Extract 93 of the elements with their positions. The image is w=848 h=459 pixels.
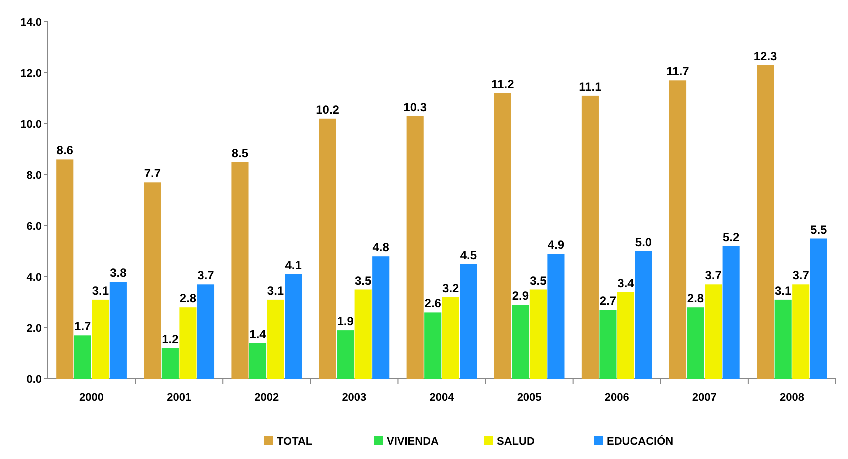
x-tick-label: 2005 — [517, 392, 542, 404]
x-tick-label: 2006 — [604, 392, 630, 404]
bar — [162, 348, 179, 379]
data-label: 2.8 — [687, 292, 704, 306]
bar — [548, 254, 565, 379]
data-label: 10.2 — [316, 102, 340, 117]
data-label: 3.5 — [530, 274, 548, 288]
bar — [319, 118, 336, 379]
x-tick-label: 2008 — [780, 392, 804, 404]
data-label: 3.5 — [354, 274, 372, 288]
x-tick-label: 2001 — [167, 392, 192, 404]
data-label: 2.7 — [600, 294, 617, 308]
legend-label: SALUD — [497, 436, 535, 448]
x-tick-label: 2007 — [692, 392, 717, 404]
bar — [337, 330, 354, 379]
data-label: 10.3 — [404, 100, 428, 114]
data-label: 1.7 — [74, 320, 92, 334]
bar — [669, 80, 687, 379]
data-label: 1.2 — [162, 332, 180, 346]
data-label: 3.7 — [792, 268, 810, 283]
data-label: 5.5 — [810, 222, 828, 237]
y-tick-label: 4.0 — [26, 272, 42, 284]
data-label: 8.6 — [56, 144, 74, 158]
data-label: 3.7 — [705, 268, 722, 283]
data-label: 4.9 — [548, 238, 565, 252]
x-tick-label: 2003 — [342, 392, 367, 404]
bar — [722, 246, 740, 379]
legend-label: VIVIENDA — [387, 436, 440, 448]
bar — [267, 300, 284, 379]
bar — [617, 292, 635, 379]
y-tick-label: 8.0 — [26, 170, 42, 182]
bar — [74, 336, 92, 379]
bar — [512, 305, 530, 379]
bar — [110, 282, 127, 379]
bar — [144, 182, 162, 379]
bar — [442, 297, 460, 379]
data-label: 4.1 — [285, 258, 302, 272]
data-label: 3.1 — [267, 284, 284, 298]
bar — [56, 160, 74, 379]
x-tick-label: 2004 — [430, 392, 456, 404]
x-tick-label: 2002 — [254, 392, 280, 404]
bar — [757, 65, 774, 379]
data-label: 11.7 — [666, 64, 690, 79]
data-label: 4.8 — [372, 240, 390, 255]
bar — [197, 284, 215, 379]
data-label: 3.1 — [92, 284, 110, 298]
data-label: 11.1 — [579, 80, 602, 94]
data-label: 2.6 — [424, 296, 442, 311]
bar — [372, 256, 390, 379]
bar — [792, 284, 810, 379]
bar — [687, 308, 704, 379]
y-tick-label: 2.0 — [26, 322, 42, 335]
bar — [460, 264, 478, 379]
bar — [635, 252, 652, 379]
bar — [180, 308, 197, 379]
y-tick-label: 0.0 — [26, 374, 42, 386]
data-label: 7.7 — [144, 166, 162, 181]
legend-label: TOTAL — [277, 436, 313, 448]
bar — [285, 274, 302, 379]
data-label: 3.1 — [774, 284, 792, 298]
bar — [406, 116, 424, 379]
data-label: 11.2 — [492, 77, 515, 92]
y-tick-label: 12.0 — [20, 68, 42, 80]
bar — [600, 310, 617, 379]
data-label: 3.2 — [442, 281, 460, 296]
y-tick-label: 14.0 — [20, 16, 42, 29]
data-label: 3.7 — [198, 268, 215, 283]
y-tick-label: 6.0 — [26, 220, 42, 233]
bar — [354, 290, 372, 379]
data-label: 3.4 — [618, 276, 635, 290]
data-label: 2.9 — [512, 289, 530, 304]
y-tick-label: 10.0 — [20, 118, 42, 131]
bar — [582, 96, 599, 379]
data-label: 8.5 — [232, 146, 249, 160]
bar — [810, 238, 828, 379]
data-label: 12.3 — [754, 49, 778, 64]
x-tick-label: 2000 — [80, 392, 104, 404]
bar — [424, 312, 442, 379]
data-label: 1.4 — [250, 327, 267, 342]
data-label: 5.0 — [635, 236, 652, 250]
legend-label: EDUCACIÓN — [607, 434, 674, 448]
data-label: 2.8 — [180, 292, 197, 306]
bar — [494, 93, 512, 379]
bar — [232, 162, 249, 379]
data-label: 4.5 — [460, 248, 478, 262]
data-label: 5.2 — [722, 230, 740, 244]
bar — [705, 284, 722, 379]
data-label: 3.8 — [110, 266, 128, 280]
bar — [530, 290, 547, 379]
bar — [249, 343, 267, 379]
bar — [774, 300, 792, 379]
bar — [92, 300, 110, 379]
data-label: 1.9 — [337, 314, 354, 329]
